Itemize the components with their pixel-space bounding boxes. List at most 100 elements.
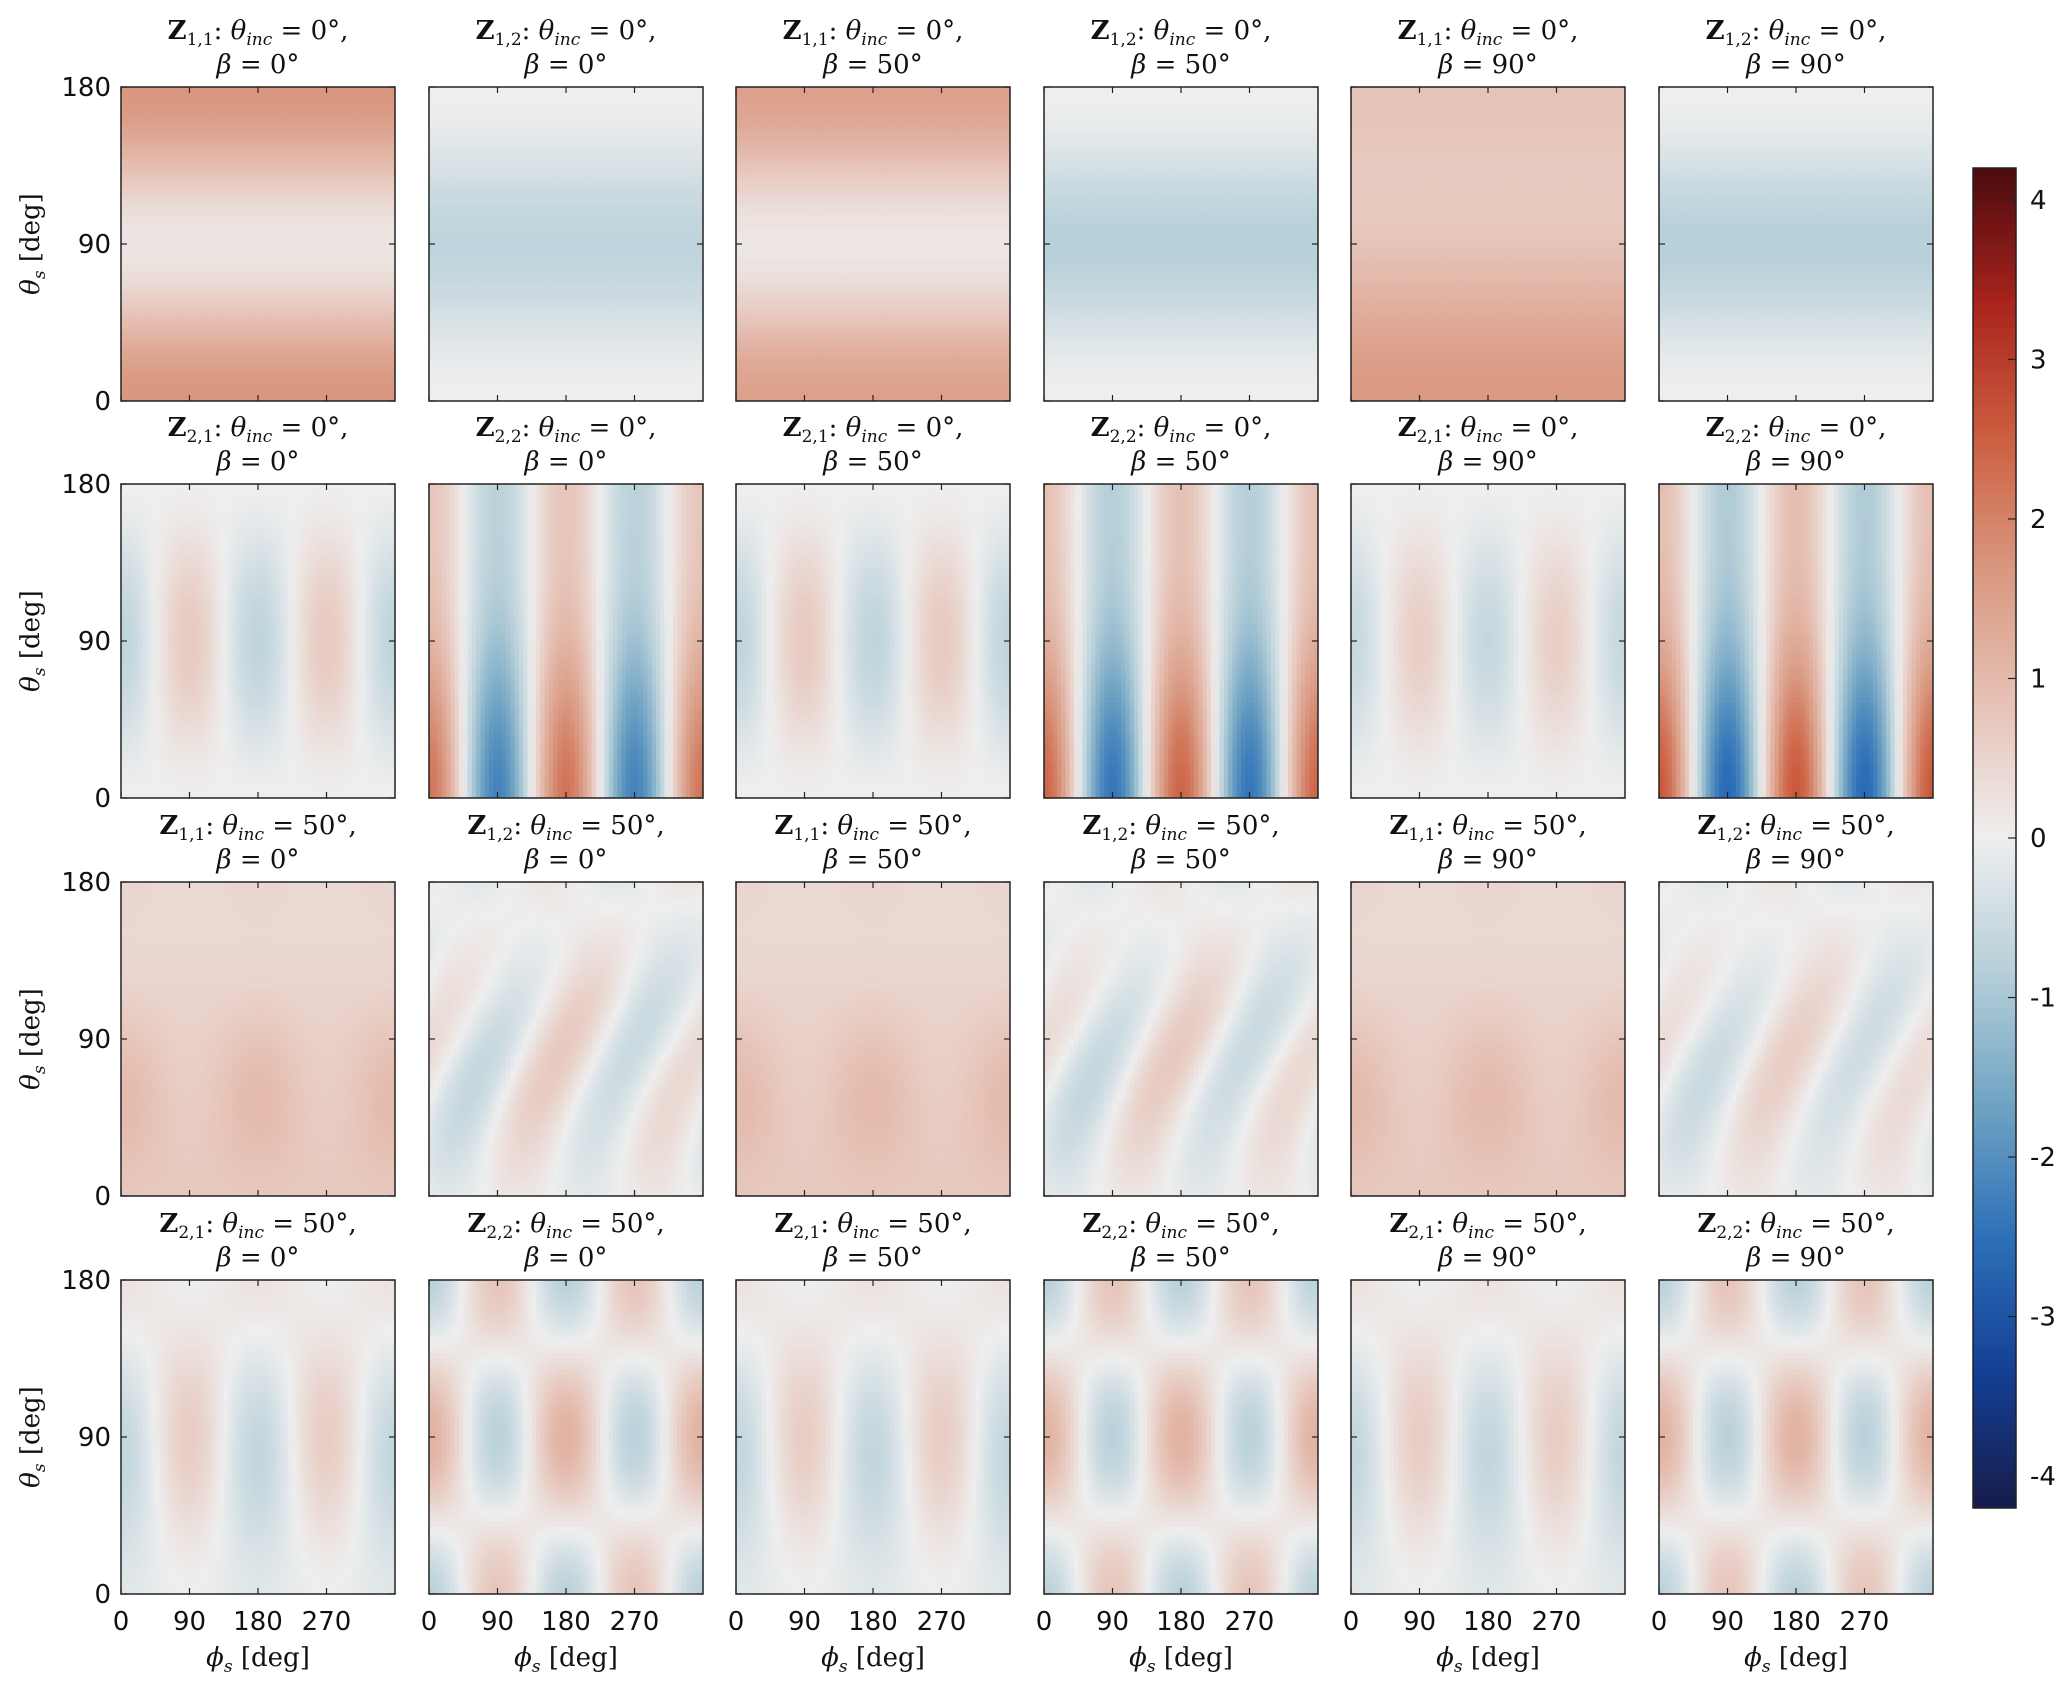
heatmap-cell	[348, 233, 353, 239]
heatmap-cell	[510, 166, 515, 172]
heatmap-cell	[527, 171, 532, 177]
heatmap-cell	[301, 323, 306, 329]
heatmap-cell	[356, 317, 361, 323]
heatmap-cell	[532, 98, 537, 104]
heatmap-cell	[626, 143, 631, 149]
heatmap-cell	[382, 171, 387, 177]
heatmap-cell	[540, 126, 545, 132]
heatmap-cell	[228, 283, 233, 289]
heatmap-cell	[690, 166, 695, 172]
heatmap-cell	[232, 149, 237, 155]
heatmap-cell	[288, 166, 293, 172]
heatmap-cell	[134, 238, 139, 244]
heatmap-cell	[652, 137, 657, 143]
heatmap-cell	[433, 126, 438, 132]
heatmap-cell	[305, 379, 310, 385]
heatmap-cell	[185, 233, 190, 239]
heatmap-cell	[249, 171, 254, 177]
heatmap-cell	[125, 339, 130, 345]
heatmap-cell	[647, 149, 652, 155]
heatmap-cell	[314, 137, 319, 143]
heatmap-cell	[617, 98, 622, 104]
heatmap-cell	[386, 205, 391, 211]
heatmap-cell	[275, 390, 280, 396]
heatmap-cell	[348, 227, 353, 233]
heatmap-cell	[198, 339, 203, 345]
heatmap-cell	[322, 132, 327, 138]
heatmap-cell	[279, 87, 284, 93]
heatmap-cell	[592, 177, 597, 183]
heatmap-cell	[630, 149, 635, 155]
heatmap-cell	[519, 205, 524, 211]
heatmap-cell	[279, 334, 284, 340]
heatmap-cell	[288, 137, 293, 143]
heatmap-cell	[433, 115, 438, 121]
heatmap-cell	[652, 188, 657, 194]
heatmap-cell	[472, 121, 477, 127]
heatmap-cell	[202, 121, 207, 127]
heatmap-cell	[318, 93, 323, 99]
heatmap-cell	[365, 137, 370, 143]
heatmap-cell	[147, 278, 152, 284]
heatmap-cell	[207, 126, 212, 132]
heatmap-cell	[267, 87, 272, 93]
heatmap-cell	[241, 345, 246, 351]
heatmap-cell	[305, 132, 310, 138]
heatmap-cell	[254, 244, 259, 250]
heatmap-cell	[185, 334, 190, 340]
heatmap-cell	[339, 362, 344, 368]
heatmap-cell	[617, 143, 622, 149]
heatmap-cell	[386, 294, 391, 300]
heatmap-cell	[228, 104, 233, 110]
heatmap-cell	[168, 367, 173, 373]
heatmap-cell	[177, 294, 182, 300]
heatmap-cell	[694, 121, 699, 127]
heatmap-cell	[237, 182, 242, 188]
heatmap-cell	[356, 390, 361, 396]
heatmap-cell	[386, 328, 391, 334]
heatmap-cell	[181, 323, 186, 329]
heatmap-cell	[275, 373, 280, 379]
heatmap-cell	[190, 166, 195, 172]
heatmap-cell	[356, 356, 361, 362]
heatmap-cell	[532, 160, 537, 166]
heatmap-cell	[472, 182, 477, 188]
heatmap-cell	[249, 126, 254, 132]
heatmap-cell	[254, 98, 259, 104]
heatmap-cell	[502, 137, 507, 143]
heatmap-cell	[279, 177, 284, 183]
heatmap-cell	[369, 266, 374, 272]
heatmap-cell	[297, 373, 302, 379]
heatmap-cell	[643, 93, 648, 99]
heatmap-cell	[185, 137, 190, 143]
heatmap-cell	[673, 126, 678, 132]
heatmap-cell	[142, 238, 147, 244]
heatmap-cell	[198, 216, 203, 222]
heatmap-cell	[142, 345, 147, 351]
heatmap-cell	[267, 227, 272, 233]
heatmap-cell	[365, 373, 370, 379]
heatmap-cell	[249, 233, 254, 239]
heatmap-cell	[575, 199, 580, 205]
heatmap-cell	[245, 334, 250, 340]
heatmap-cell	[369, 339, 374, 345]
heatmap-cell	[147, 115, 152, 121]
heatmap-cell	[365, 143, 370, 149]
heatmap-cell	[506, 160, 511, 166]
heatmap-cell	[267, 345, 272, 351]
heatmap-cell	[570, 171, 575, 177]
heatmap-cell	[198, 283, 203, 289]
heatmap-cell	[181, 227, 186, 233]
heatmap-cell	[643, 143, 648, 149]
heatmap-cell	[207, 367, 212, 373]
heatmap-cell	[690, 93, 695, 99]
heatmap-cell	[219, 283, 224, 289]
heatmap-cell	[151, 244, 156, 250]
heatmap-cell	[489, 137, 494, 143]
heatmap-cell	[275, 311, 280, 317]
heatmap-cell	[639, 199, 644, 205]
heatmap-cell	[249, 216, 254, 222]
heatmap-cell	[297, 177, 302, 183]
heatmap-cell	[498, 132, 503, 138]
heatmap-cell	[485, 177, 490, 183]
